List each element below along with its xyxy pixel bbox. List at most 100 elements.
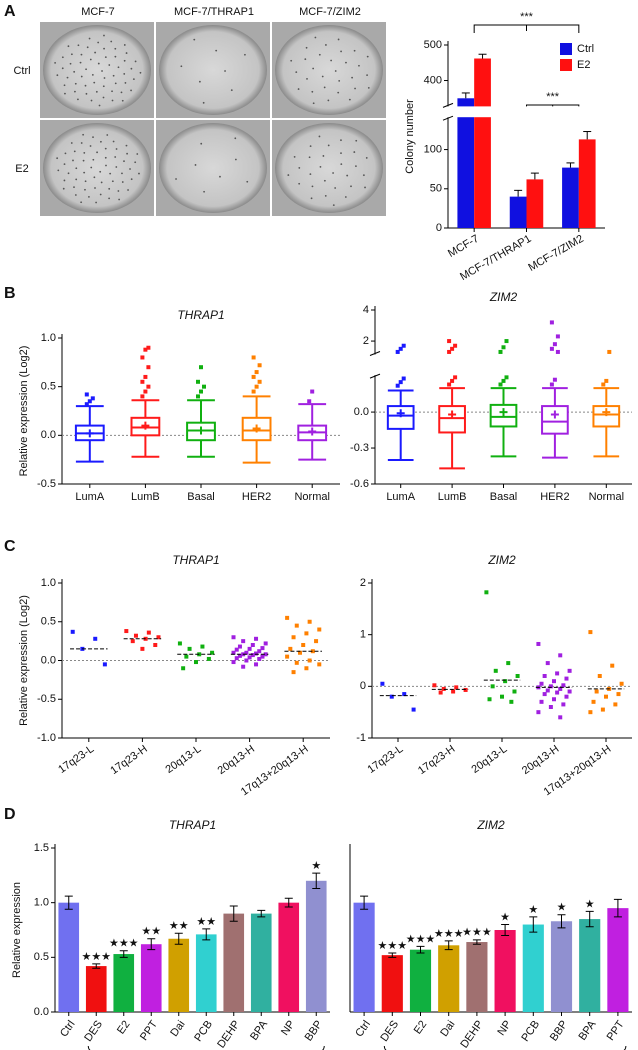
significance-label: ★★★ <box>378 940 408 952</box>
colony <box>136 153 139 155</box>
colony <box>358 64 360 67</box>
column-label: MCF-7/THRAP1 <box>174 6 254 18</box>
point <box>124 629 129 634</box>
point <box>247 655 252 660</box>
colony <box>134 161 137 164</box>
outlier <box>395 383 400 388</box>
colony <box>106 134 109 136</box>
point <box>619 681 624 686</box>
chart-title: ZIM2 <box>487 553 516 567</box>
y-tick-label: 0.0 <box>41 429 56 441</box>
colony <box>72 159 74 162</box>
point <box>503 679 508 684</box>
x-tick-label: 20q13-H <box>216 743 257 777</box>
outlier <box>549 382 554 387</box>
colony <box>91 74 94 76</box>
dish <box>159 25 267 115</box>
colony <box>109 172 112 175</box>
colony <box>103 77 106 79</box>
significance-label: ★★★ <box>434 928 464 940</box>
point <box>451 689 456 694</box>
error-bar <box>119 950 128 958</box>
outlier <box>251 374 256 379</box>
bar <box>562 167 579 228</box>
dish <box>43 123 151 213</box>
point <box>604 694 608 699</box>
bar <box>353 902 375 1012</box>
y-tick-label: 0.5 <box>41 381 56 393</box>
colony <box>312 67 315 70</box>
colony <box>88 37 91 40</box>
dish <box>43 25 151 115</box>
point <box>254 636 259 641</box>
bar <box>409 949 432 1012</box>
bar <box>550 921 573 1012</box>
colony <box>82 133 85 136</box>
colony <box>130 178 133 181</box>
colony <box>121 181 124 183</box>
point <box>438 690 443 695</box>
colony <box>327 144 330 147</box>
colony <box>310 197 313 200</box>
point <box>454 685 459 690</box>
y-tick-label: -0.6 <box>350 478 369 490</box>
point <box>493 668 498 673</box>
colony <box>346 174 349 177</box>
mean <box>499 408 508 417</box>
outlier <box>146 345 151 350</box>
error-bar <box>257 909 266 918</box>
outlier <box>401 343 406 348</box>
column-label: MCF-7 <box>81 6 115 18</box>
x-tick-label: MCF-7/ZIM2 <box>526 233 585 274</box>
point <box>594 689 599 694</box>
mean <box>308 427 317 436</box>
point <box>588 710 593 715</box>
x-tick-label: NP <box>495 1019 514 1038</box>
point <box>156 635 161 640</box>
point <box>237 653 242 658</box>
colony <box>63 163 66 165</box>
point <box>70 629 75 634</box>
outlier <box>146 384 151 389</box>
x-tick-label: E2 <box>115 1019 133 1037</box>
bar <box>457 98 475 228</box>
colony <box>323 179 326 182</box>
colony <box>121 172 123 175</box>
significance-label: ★ <box>500 911 510 923</box>
mean <box>252 424 261 433</box>
colony <box>367 86 370 89</box>
y-tick-label: 50 <box>430 183 442 195</box>
axis-break <box>442 106 605 118</box>
colony <box>79 61 82 64</box>
point <box>380 681 385 686</box>
colony <box>322 155 325 157</box>
point <box>231 650 236 655</box>
colony <box>104 56 107 59</box>
panel-label: C <box>4 538 16 555</box>
outlier <box>140 379 145 384</box>
point <box>234 647 239 652</box>
x-tick-label: Dai <box>168 1019 187 1039</box>
colony <box>132 78 135 81</box>
colony <box>100 181 103 184</box>
point <box>567 689 572 694</box>
colony <box>89 58 92 61</box>
colony <box>198 80 201 83</box>
error-bar <box>501 924 510 936</box>
point <box>588 630 593 635</box>
colony <box>123 59 126 62</box>
outlier <box>84 402 89 407</box>
box <box>541 405 569 435</box>
colony <box>57 169 60 172</box>
x-tick-label: DES <box>378 1019 401 1044</box>
colony <box>312 102 315 105</box>
y-tick-label: -1 <box>356 732 366 744</box>
outlier <box>84 392 89 397</box>
mean <box>85 429 94 438</box>
outlier <box>143 389 148 394</box>
colony <box>54 61 57 64</box>
colony <box>66 76 69 79</box>
point <box>591 699 596 704</box>
colony <box>105 164 107 167</box>
outlier <box>607 349 612 354</box>
